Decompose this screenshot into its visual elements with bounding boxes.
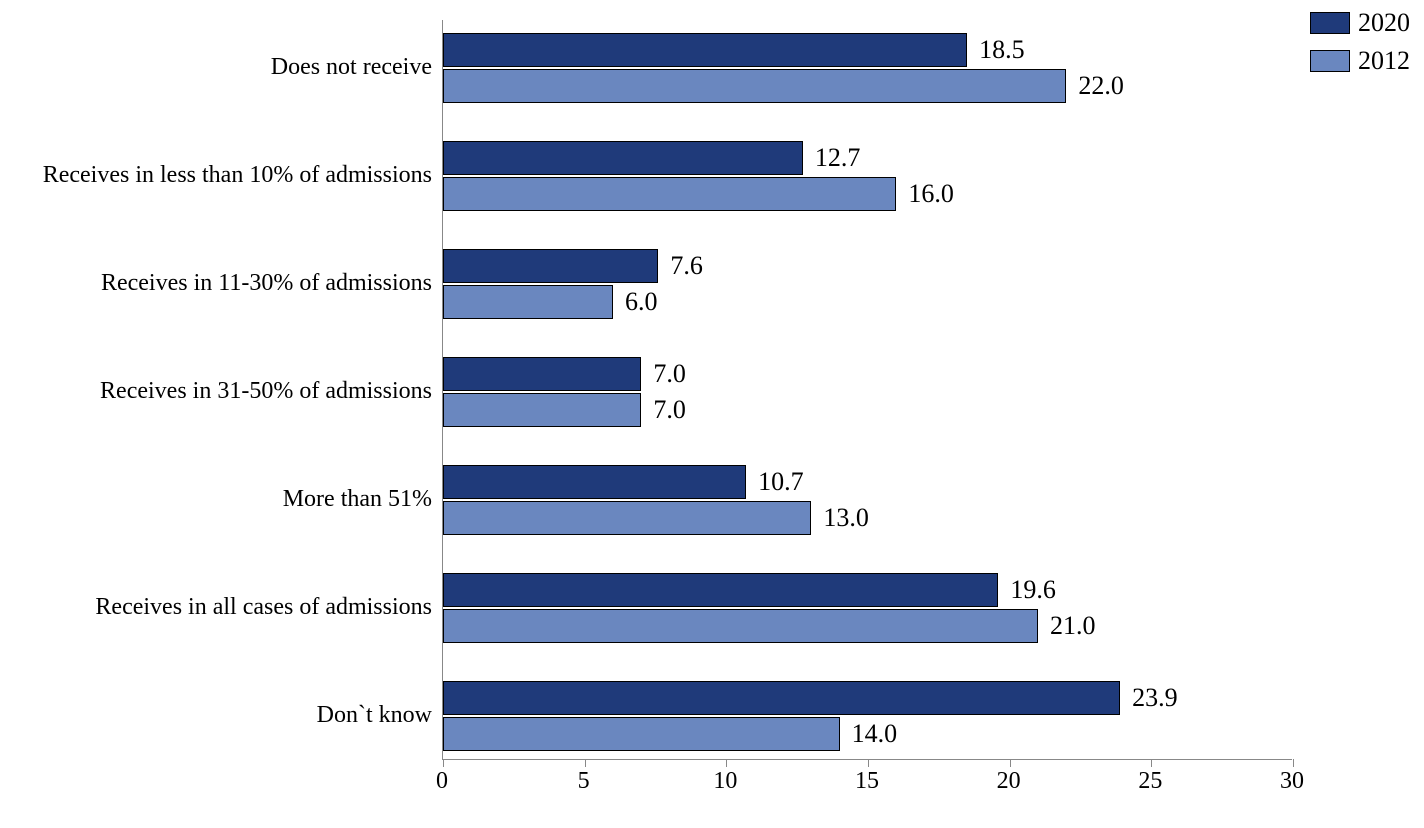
bar-2020 [443, 33, 967, 67]
legend-label-2012: 2012 [1358, 46, 1410, 76]
bar-2012 [443, 393, 641, 427]
legend-swatch-2012 [1310, 50, 1350, 72]
bar-2012 [443, 285, 613, 319]
bar-group: 12.7 16.0 [443, 141, 1292, 211]
bar-2012 [443, 501, 811, 535]
bar-group: 7.6 6.0 [443, 249, 1292, 319]
bar-group: 7.07.0 [443, 357, 1292, 427]
category-label: Receives in less than 10% of admissions [0, 162, 432, 188]
value-label-2020: 7.6 [670, 251, 703, 281]
bar-2020 [443, 465, 746, 499]
x-tick-label: 10 [713, 768, 737, 795]
bar-2012 [443, 609, 1038, 643]
bar-group: 10.7 13.0 [443, 465, 1292, 535]
legend-item-2012: 2012 [1310, 46, 1410, 76]
bar-2012 [443, 717, 840, 751]
x-tick-label: 20 [997, 768, 1021, 795]
value-label-2012: 6.0 [625, 287, 658, 317]
category-label: Does not receive [0, 54, 432, 80]
admissions-bar-chart: 2020 2012 Does not receive Receives in le… [0, 0, 1424, 828]
bar-2012 [443, 177, 896, 211]
x-tick [868, 759, 869, 767]
legend-label-2020: 2020 [1358, 8, 1410, 38]
category-label: Don`t know [0, 702, 432, 728]
category-label: Receives in 11-30% of admissions [0, 270, 432, 296]
x-tick-label: 25 [1138, 768, 1162, 795]
value-label-2012: 16.0 [908, 179, 954, 209]
plot-area: 18.522.012.716.07.66.07.07.010.713.019.6… [442, 20, 1292, 760]
x-tick [1293, 759, 1294, 767]
value-label-2020: 18.5 [979, 35, 1025, 65]
value-label-2020: 10.7 [758, 467, 804, 497]
y-axis-labels: Does not receive Receives in less than 10… [0, 0, 442, 760]
x-tick [726, 759, 727, 767]
x-tick [443, 759, 444, 767]
value-label-2012: 21.0 [1050, 611, 1096, 641]
category-label: Receives in all cases of admissions [0, 594, 432, 620]
bar-2012 [443, 69, 1066, 103]
bar-group: 23.9 14.0 [443, 681, 1292, 751]
x-tick [1151, 759, 1152, 767]
x-tick-label: 30 [1280, 768, 1304, 795]
legend-swatch-2020 [1310, 12, 1350, 34]
bar-group: 19.6 21.0 [443, 573, 1292, 643]
bar-group: 18.5 22.0 [443, 33, 1292, 103]
x-tick-label: 15 [855, 768, 879, 795]
bar-2020 [443, 681, 1120, 715]
x-tick-label: 5 [578, 768, 590, 795]
legend-item-2020: 2020 [1310, 8, 1410, 38]
bar-2020 [443, 573, 998, 607]
category-label: More than 51% [0, 486, 432, 512]
bar-2020 [443, 249, 658, 283]
value-label-2020: 12.7 [815, 143, 861, 173]
value-label-2020: 23.9 [1132, 683, 1178, 713]
value-label-2012: 22.0 [1078, 71, 1124, 101]
legend: 2020 2012 [1310, 8, 1410, 84]
bar-2020 [443, 357, 641, 391]
x-tick [585, 759, 586, 767]
value-label-2012: 14.0 [852, 719, 898, 749]
bar-2020 [443, 141, 803, 175]
x-tick-label: 0 [436, 768, 448, 795]
x-tick [1010, 759, 1011, 767]
value-label-2012: 13.0 [823, 503, 869, 533]
value-label-2020: 19.6 [1010, 575, 1056, 605]
value-label-2012: 7.0 [653, 395, 686, 425]
value-label-2020: 7.0 [653, 359, 686, 389]
category-label: Receives in 31-50% of admissions [0, 378, 432, 404]
